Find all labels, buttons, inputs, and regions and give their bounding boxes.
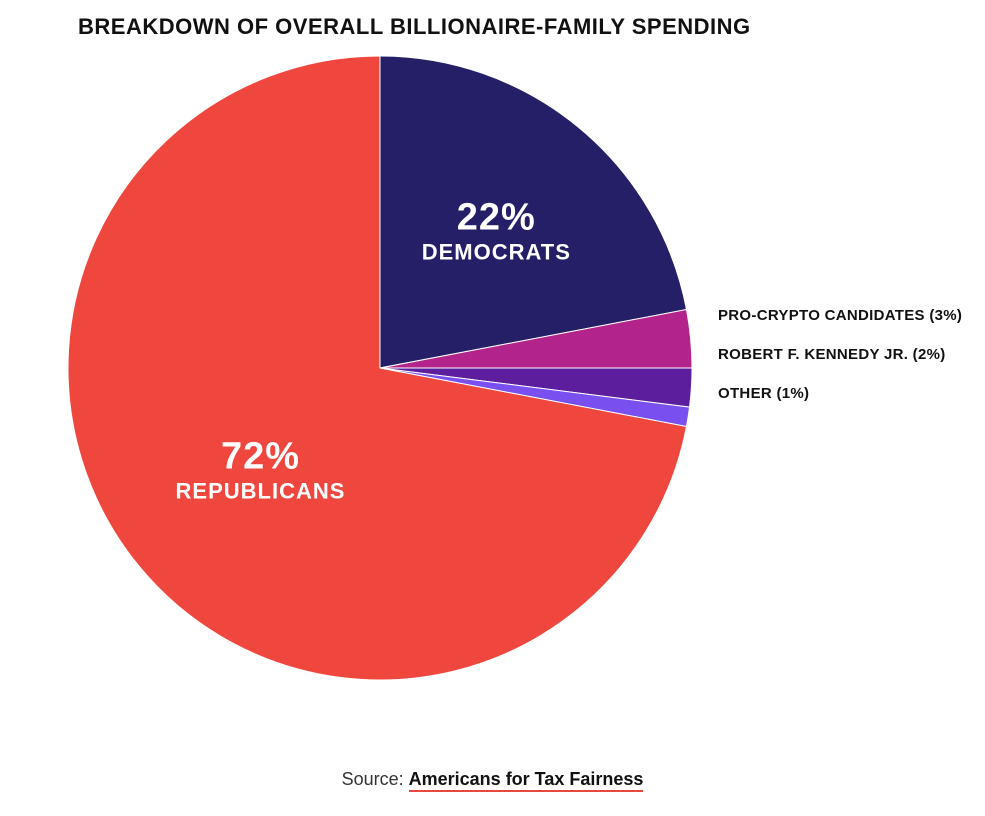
source-link[interactable]: Americans for Tax Fairness — [409, 769, 644, 792]
slice-label-democrats: DEMOCRATS — [422, 239, 571, 264]
slice-label-republicans: REPUBLICANS — [176, 478, 346, 503]
ext-label-other: OTHER (1%) — [718, 383, 962, 405]
ext-label-crypto: PRO-CRYPTO CANDIDATES (3%) — [718, 305, 962, 327]
ext-label-rfk: ROBERT F. KENNEDY JR. (2%) — [718, 344, 962, 366]
source-prefix: Source: — [342, 769, 409, 789]
slice-pct-republicans: 72% — [221, 435, 300, 477]
external-labels: PRO-CRYPTO CANDIDATES (3%) ROBERT F. KENN… — [718, 305, 962, 421]
pie-chart: 22%DEMOCRATS 72%REPUBLICANS — [60, 48, 700, 688]
slice-pct-democrats: 22% — [457, 196, 536, 238]
source-line: Source: Americans for Tax Fairness — [0, 769, 985, 790]
chart-title: BREAKDOWN OF OVERALL BILLIONAIRE-FAMILY … — [78, 14, 751, 40]
